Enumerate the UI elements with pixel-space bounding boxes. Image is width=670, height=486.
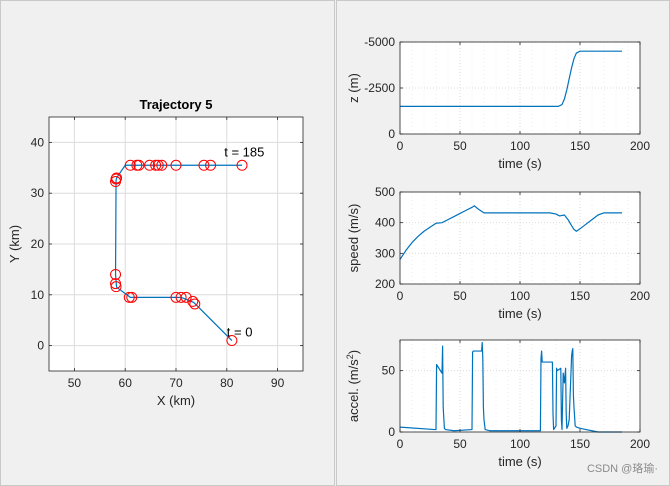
- x-tick-label: 200: [630, 289, 650, 303]
- marker-point: [187, 295, 199, 307]
- marker-point: [110, 278, 122, 290]
- y-axis-label-suffix: ): [346, 350, 361, 354]
- y-axis-label: z (m): [346, 73, 361, 103]
- y-tick-label: 10: [31, 288, 45, 302]
- marker-point: [226, 335, 238, 347]
- y-tick-label: 0: [37, 339, 44, 353]
- chart-2: 0 50 100 150 200 -5000 -2500 0 time (s) z (m): [346, 35, 650, 171]
- x-tick-label: 50: [453, 437, 467, 451]
- y-tick-label: 400: [375, 216, 395, 230]
- x-axis-label: time (s): [498, 454, 541, 469]
- y-tick-label: 0: [388, 425, 395, 439]
- chart-1: 50 60 70 80 90 0 10 20 30 40 X (km) Y (km) Trajector…: [7, 97, 304, 408]
- x-tick-label: 50: [453, 289, 467, 303]
- x-axis-label: X (km): [157, 393, 195, 408]
- x-tick-label: 100: [510, 437, 530, 451]
- x-tick-label: 90: [271, 376, 285, 390]
- x-tick-label: 150: [570, 289, 590, 303]
- annotation-label: t = 0: [227, 324, 253, 339]
- y-axis-label-superscript: 2: [345, 354, 355, 359]
- marker-point: [110, 268, 122, 280]
- series-line-accel: [399, 341, 622, 433]
- series-line-path: [114, 164, 243, 341]
- chart-3: 0 50 100 150 200 200 300 400 500 time (s) speed (m…: [346, 185, 650, 321]
- marker-point: [198, 159, 210, 171]
- y-tick-label: 200: [375, 277, 395, 291]
- marker-point: [144, 159, 156, 171]
- x-tick-label: 0: [397, 437, 404, 451]
- marker-point: [126, 291, 138, 303]
- x-axis-label: time (s): [498, 306, 541, 321]
- x-tick-label: 100: [510, 139, 530, 153]
- y-tick-label: -5000: [364, 35, 395, 49]
- y-tick-label: 20: [31, 237, 45, 251]
- x-tick-label: 150: [570, 437, 590, 451]
- y-tick-label: 50: [382, 364, 396, 378]
- marker-point: [189, 298, 201, 310]
- marker-point: [170, 159, 182, 171]
- x-tick-label: 80: [220, 376, 234, 390]
- y-tick-label: 40: [31, 135, 45, 149]
- x-tick-label: 50: [453, 139, 467, 153]
- marker-point: [123, 291, 135, 303]
- series-line-speed: [399, 205, 622, 260]
- marker-point: [152, 159, 164, 171]
- annotation-label: t = 185: [224, 145, 264, 160]
- x-tick-label: 70: [169, 376, 183, 390]
- marker-point: [205, 159, 217, 171]
- y-axis-label: speed (m/s): [346, 204, 361, 273]
- x-tick-label: 50: [68, 376, 82, 390]
- series-line-z: [400, 50, 622, 107]
- y-tick-label: 500: [375, 185, 395, 199]
- x-tick-label: 200: [630, 437, 650, 451]
- x-tick-label: 0: [397, 289, 404, 303]
- y-tick-label: -2500: [364, 81, 395, 95]
- x-tick-label: 0: [397, 139, 404, 153]
- y-tick-label: 0: [388, 127, 395, 141]
- watermark: CSDN @珞瑜·: [586, 463, 658, 475]
- marker-point: [124, 159, 136, 171]
- x-axis-label: time (s): [498, 156, 541, 171]
- x-tick-label: 100: [510, 289, 530, 303]
- marker-point: [236, 159, 248, 171]
- x-tick-label: 200: [630, 139, 650, 153]
- y-axis-label: Y (km): [7, 225, 22, 263]
- y-tick-label: 30: [31, 186, 45, 200]
- y-tick-label: 300: [375, 246, 395, 260]
- y-axis-label: accel. (m/s2): [345, 350, 361, 422]
- marker-point: [150, 159, 162, 171]
- x-tick-label: 60: [119, 376, 133, 390]
- x-tick-label: 150: [570, 139, 590, 153]
- chart-title: Trajectory 5: [140, 97, 213, 112]
- marker-point: [156, 159, 168, 171]
- marker-point: [175, 291, 187, 303]
- marker-point: [133, 159, 145, 171]
- marker-point: [111, 172, 123, 184]
- marker-point: [170, 291, 182, 303]
- chart-4: 0 50 100 150 200 0 50 time (s) accel. (m/s2): [345, 339, 650, 469]
